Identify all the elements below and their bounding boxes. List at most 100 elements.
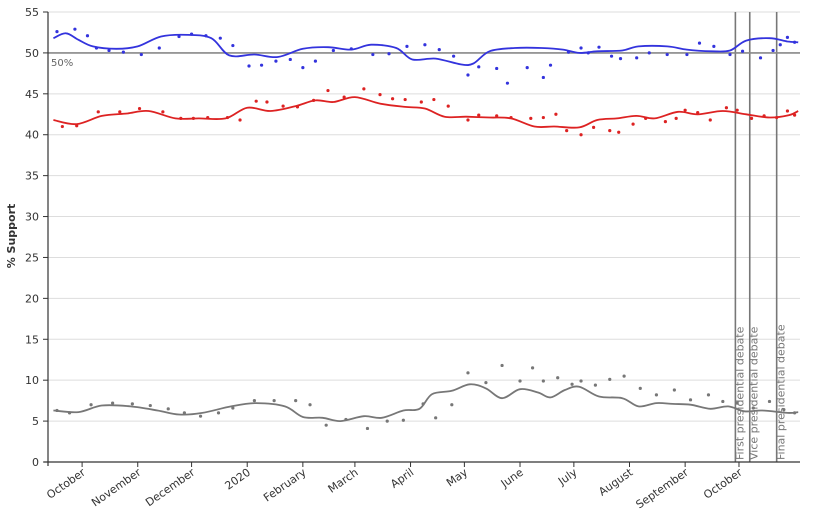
poll-point-blue <box>477 65 481 69</box>
poll-point-gray <box>272 399 276 403</box>
poll-point-red <box>342 95 346 99</box>
poll-point-blue <box>505 81 510 85</box>
trend-lines <box>53 32 799 423</box>
poll-point-gray <box>556 376 560 380</box>
poll-point-blue <box>618 57 623 61</box>
poll-point-red <box>592 125 596 129</box>
poll-point-gray <box>593 383 597 387</box>
poll-point-blue <box>685 52 689 57</box>
poll-point-gray <box>672 388 676 392</box>
poll-point-gray <box>166 407 170 411</box>
poll-point-red <box>663 120 667 124</box>
poll-point-gray <box>518 379 522 383</box>
poll-point-blue <box>177 34 181 39</box>
poll-point-gray <box>579 379 583 383</box>
poll-point-red <box>161 110 165 114</box>
poll-point-red <box>432 97 436 102</box>
x-tick-label: October <box>701 466 745 502</box>
poll-point-red <box>265 100 269 104</box>
x-tick-label: July <box>555 466 580 489</box>
y-tick-label: 45 <box>25 88 39 101</box>
poll-point-red <box>617 130 621 134</box>
poll-point-gray <box>751 406 755 410</box>
y-tick-label: 35 <box>25 170 39 183</box>
x-tick-label: October <box>44 466 88 502</box>
debate-label: First presidential debate <box>733 326 746 460</box>
poll-point-red <box>466 118 470 122</box>
poll-point-gray <box>484 381 488 385</box>
poll-point-blue <box>758 56 763 60</box>
poll-point-gray <box>130 402 134 406</box>
poll-point-blue <box>579 46 583 50</box>
poll-point-red <box>608 129 612 133</box>
poll-point-gray <box>216 411 221 415</box>
poll-point-gray <box>365 426 370 431</box>
x-tick-label: February <box>261 466 309 505</box>
poll-point-blue <box>301 66 305 70</box>
poll-point-gray <box>638 386 642 390</box>
poll-point-blue <box>541 75 545 80</box>
poll-point-blue <box>452 54 456 58</box>
poll-point-gray <box>570 382 574 386</box>
poll-point-blue <box>697 41 702 45</box>
poll-point-gray <box>434 416 438 420</box>
poll-point-blue <box>139 52 143 57</box>
poll-point-blue <box>635 56 639 60</box>
poll-point-blue <box>785 35 790 39</box>
x-tick-label: April <box>388 466 416 491</box>
poll-point-red <box>477 113 481 117</box>
poll-point-red <box>118 110 122 114</box>
poll-point-blue <box>728 52 732 57</box>
poll-point-blue <box>778 43 782 47</box>
poll-point-blue <box>423 43 427 47</box>
y-tick-label: 20 <box>25 292 39 305</box>
poll-point-red <box>541 115 545 120</box>
poll-point-gray <box>401 418 405 422</box>
x-tick-label: June <box>498 466 526 491</box>
y-axis-title: % Support <box>5 204 18 269</box>
x-tick-label: August <box>596 465 636 498</box>
poll-point-red <box>378 93 382 97</box>
poll-point-blue <box>387 52 391 56</box>
poll-point-blue <box>371 52 375 57</box>
y-tick-label: 25 <box>25 251 39 264</box>
poll-point-blue <box>548 63 553 67</box>
poll-point-red <box>708 118 712 122</box>
poll-point-gray <box>308 403 312 407</box>
fifty-percent-reference: 50% <box>48 52 800 69</box>
poll-point-blue <box>121 50 125 54</box>
poll-point-gray <box>541 379 545 383</box>
poll-point-gray <box>148 403 152 408</box>
poll-point-red <box>254 99 258 103</box>
x-tick-label: December <box>143 466 198 510</box>
poll-point-red <box>683 108 687 112</box>
poll-point-red <box>735 108 739 112</box>
x-tick-label: September <box>634 466 692 512</box>
poll-point-red <box>724 106 729 110</box>
x-tick-label: May <box>444 466 470 490</box>
debate-label: Final presidential debate <box>775 324 788 460</box>
poll-point-gray <box>622 374 626 378</box>
x-tick-label: March <box>326 466 361 496</box>
poll-point-blue <box>55 30 59 34</box>
poll-point-blue <box>740 49 745 53</box>
poll-point-blue <box>85 34 90 38</box>
poll-point-red <box>403 97 407 102</box>
poll-point-gray <box>500 363 504 368</box>
poll-dots <box>55 27 797 431</box>
poll-point-red <box>565 129 569 133</box>
y-tick-label: 30 <box>25 211 39 224</box>
poll-point-gray <box>89 403 93 407</box>
poll-point-blue <box>665 52 669 57</box>
poll-point-blue <box>525 66 529 70</box>
poll-point-gray <box>782 408 786 412</box>
poll-point-blue <box>466 73 470 77</box>
poll-point-blue <box>218 36 222 40</box>
poll-point-blue <box>712 44 716 48</box>
poll-point-blue <box>274 59 278 63</box>
poll-point-gray <box>767 399 772 404</box>
poll-point-red <box>554 112 558 116</box>
poll-point-red <box>579 133 583 137</box>
poll-point-gray <box>735 401 739 405</box>
